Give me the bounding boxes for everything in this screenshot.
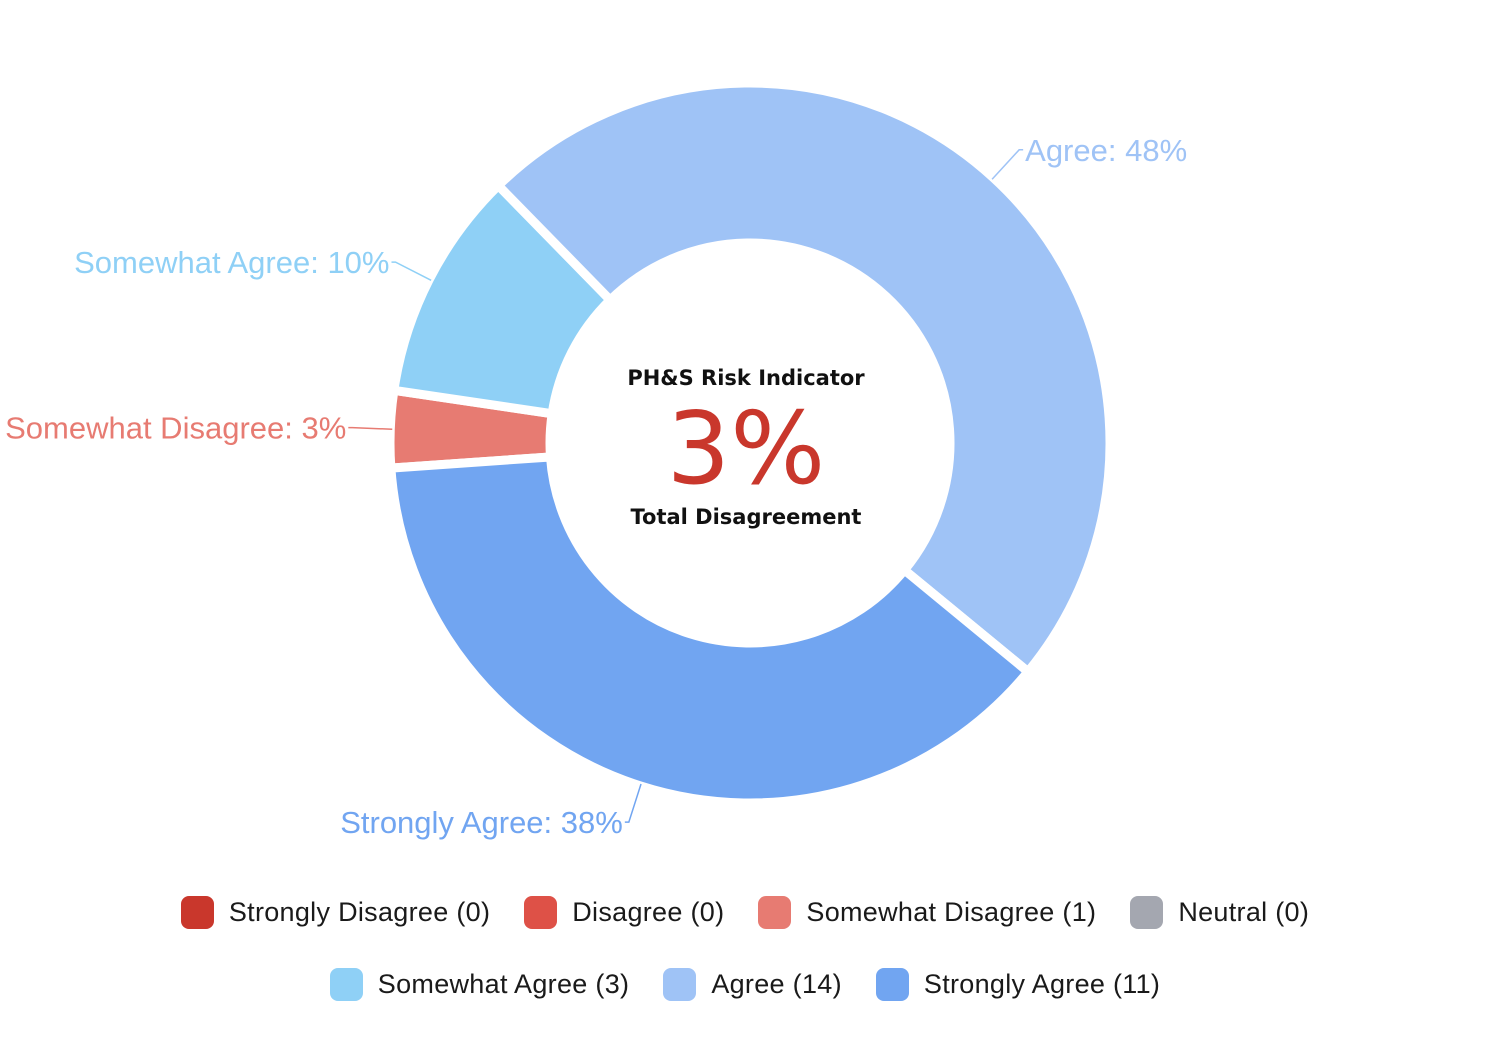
legend-label: Neutral (0) — [1178, 897, 1310, 927]
legend-item-somewhat-agree[interactable]: Somewhat Agree (3) — [329, 968, 630, 1001]
legend-label: Somewhat Agree (3) — [377, 969, 630, 999]
slice-label-strongly-agree: Strongly Agree: 38% — [340, 805, 623, 840]
legend-row-2: Somewhat Agree (3) Agree (14) Strongly A… — [0, 968, 1490, 1001]
legend-item-somewhat-disagree[interactable]: Somewhat Disagree (1) — [758, 896, 1096, 929]
legend-label: Disagree (0) — [572, 897, 725, 927]
legend-label: Agree (14) — [711, 969, 842, 999]
chart-slices — [385, 78, 1115, 808]
chart-slice-labels: Somewhat Disagree: 3% Somewhat Agree: 10%… — [5, 133, 1187, 840]
legend-label: Strongly Agree (11) — [923, 969, 1161, 999]
doughnut-chart: Somewhat Disagree: 3% Somewhat Agree: 10%… — [5, 78, 1188, 841]
chart-leader-lines — [348, 149, 1024, 823]
legend-swatch — [329, 968, 363, 1001]
legend-swatch — [524, 896, 558, 929]
legend-row-1: Strongly Disagree (0) Disagree (0) Somew… — [0, 896, 1490, 929]
legend-label: Strongly Disagree (0) — [228, 897, 491, 927]
legend-swatch — [180, 896, 214, 929]
leader-line-strongly-agree — [624, 783, 642, 823]
legend-item-agree[interactable]: Agree (14) — [663, 968, 842, 1001]
legend-item-strongly-disagree[interactable]: Strongly Disagree (0) — [180, 896, 491, 929]
slice-label-somewhat-disagree: Somewhat Disagree: 3% — [5, 411, 346, 446]
slice-strongly-agree[interactable] — [386, 452, 1035, 808]
leader-line-somewhat-agree — [391, 261, 432, 281]
legend-item-neutral[interactable]: Neutral (0) — [1130, 896, 1309, 929]
center-value: 3% — [667, 390, 826, 507]
legend-swatch — [758, 896, 792, 929]
slice-agree[interactable] — [492, 78, 1115, 679]
legend-swatch — [875, 968, 909, 1001]
center-title: PH&S Risk Indicator — [627, 366, 865, 390]
legend-swatch — [663, 968, 697, 1001]
slice-label-somewhat-agree: Somewhat Agree: 10% — [74, 245, 389, 280]
leader-line-somewhat-disagree — [348, 426, 393, 430]
legend-swatch — [1130, 896, 1164, 929]
legend-item-strongly-agree[interactable]: Strongly Agree (11) — [875, 968, 1161, 1001]
slice-label-agree: Agree: 48% — [1025, 133, 1187, 168]
legend-label: Somewhat Disagree (1) — [806, 897, 1097, 927]
leader-line-agree — [991, 149, 1024, 180]
chart-center-text: PH&S Risk Indicator 3% Total Disagreemen… — [627, 366, 865, 529]
center-caption: Total Disagreement — [631, 505, 862, 529]
legend-item-disagree[interactable]: Disagree (0) — [524, 896, 724, 929]
